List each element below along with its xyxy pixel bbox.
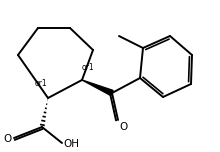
Text: O: O [4, 134, 12, 144]
Polygon shape [82, 80, 113, 96]
Text: OH: OH [63, 139, 79, 149]
Text: O: O [119, 122, 127, 132]
Text: or1: or1 [82, 62, 95, 71]
Text: or1: or1 [34, 79, 47, 88]
